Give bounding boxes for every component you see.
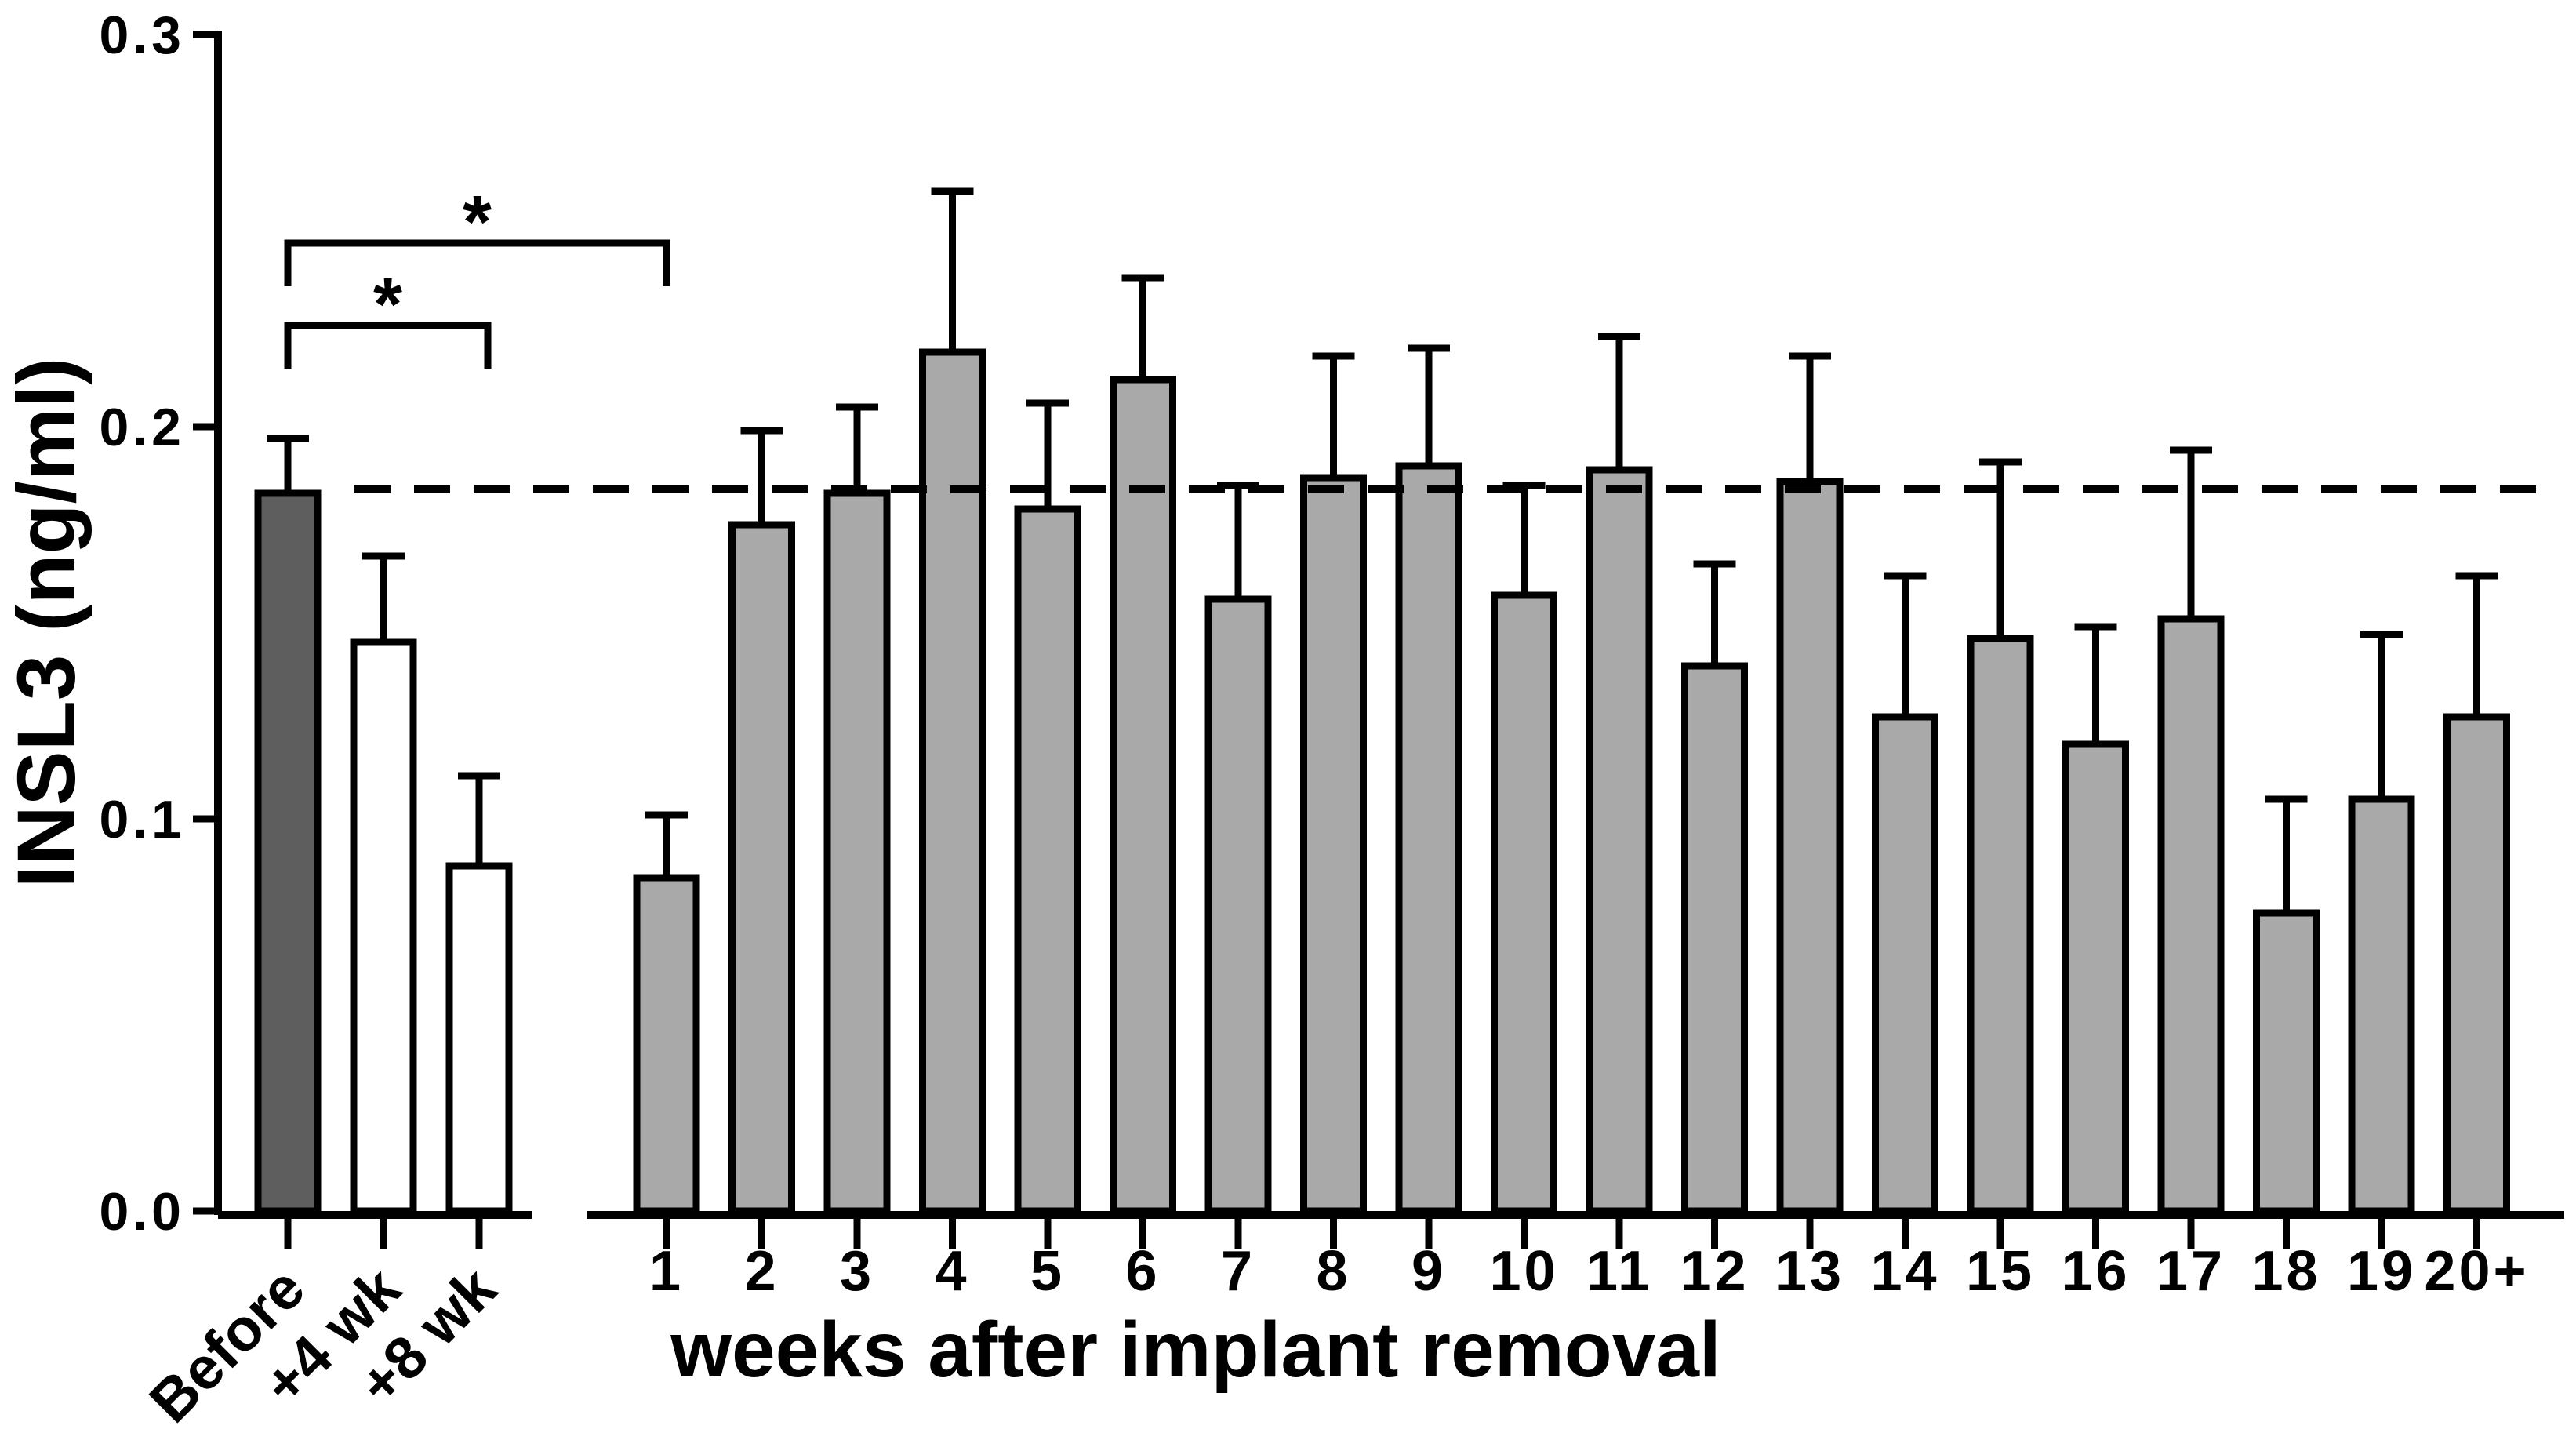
y-axis-title: INSL3 (ng/ml) bbox=[1, 358, 93, 889]
bar-week-7 bbox=[1204, 595, 1272, 1215]
bar-week-19 bbox=[2348, 795, 2415, 1215]
bar-week-13 bbox=[1776, 478, 1844, 1215]
bar-week-10 bbox=[1491, 591, 1557, 1215]
significance-bracket bbox=[284, 239, 670, 286]
bar-Before bbox=[254, 489, 322, 1215]
x-tick-label: 3 bbox=[840, 1240, 874, 1303]
x-tick-label: 8 bbox=[1316, 1240, 1350, 1303]
x-tick-label: 12 bbox=[1680, 1240, 1749, 1303]
bar-week-1 bbox=[633, 874, 700, 1215]
bar-week-8 bbox=[1300, 474, 1367, 1215]
significance-bracket bbox=[284, 322, 492, 369]
x-tick-label: 7 bbox=[1221, 1240, 1255, 1303]
x-tick-label: 16 bbox=[2061, 1240, 2130, 1303]
y-axis-tick-label: 0.2 bbox=[99, 398, 185, 457]
x-tick-label: 6 bbox=[1125, 1240, 1160, 1303]
bar-week-14 bbox=[1872, 713, 1938, 1215]
x-tick-label: 14 bbox=[1870, 1240, 1939, 1303]
x-tick-label: 18 bbox=[2251, 1240, 2320, 1303]
bar-week-20+ bbox=[2443, 713, 2510, 1215]
bar-week-6 bbox=[1110, 376, 1176, 1215]
x-tick-label: 11 bbox=[1586, 1240, 1652, 1303]
bar-week-9 bbox=[1395, 462, 1462, 1215]
x-tick-label: 13 bbox=[1775, 1240, 1844, 1303]
bar-week-4 bbox=[919, 348, 986, 1215]
bar-week-5 bbox=[1014, 505, 1081, 1215]
bar-week-15 bbox=[1967, 635, 2034, 1215]
x-tick-label: 5 bbox=[1030, 1240, 1065, 1303]
bar-week-3 bbox=[823, 489, 891, 1215]
bar-week-17 bbox=[2157, 615, 2225, 1215]
bar-4wk bbox=[350, 638, 417, 1215]
significance-asterisk: * bbox=[463, 180, 492, 264]
x-tick-label: 2 bbox=[744, 1240, 779, 1303]
significance-asterisk: * bbox=[373, 263, 402, 346]
bar-week-18 bbox=[2253, 909, 2320, 1215]
y-axis-tick-label: 0.0 bbox=[99, 1182, 185, 1242]
x-tick-label: 19 bbox=[2347, 1240, 2416, 1303]
x-tick-label: 10 bbox=[1489, 1240, 1558, 1303]
bar-week-16 bbox=[2062, 740, 2129, 1215]
bar-week-11 bbox=[1586, 466, 1653, 1215]
bar-week-2 bbox=[728, 521, 795, 1215]
y-axis-tick-label: 0.1 bbox=[99, 790, 185, 849]
x-tick-label: 15 bbox=[1966, 1240, 2035, 1303]
x-axis-title: weeks after implant removal bbox=[670, 1306, 1720, 1394]
x-tick-label: 20+ bbox=[2424, 1240, 2529, 1303]
x-tick-label: 9 bbox=[1412, 1240, 1446, 1303]
y-axis-tick-label: 0.3 bbox=[99, 5, 185, 65]
bar-8wk bbox=[445, 862, 513, 1215]
x-tick-label: 17 bbox=[2156, 1240, 2225, 1303]
x-tick-label: 4 bbox=[935, 1240, 969, 1303]
x-tick-label: 1 bbox=[649, 1240, 684, 1303]
bar-week-12 bbox=[1681, 662, 1748, 1215]
